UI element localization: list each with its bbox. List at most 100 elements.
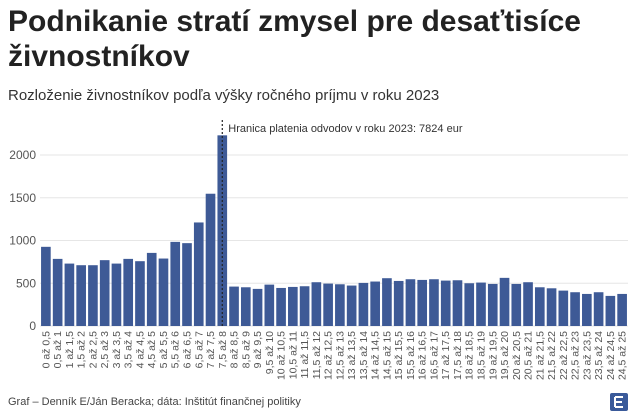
x-tick-label: 12 až 12,5 <box>323 331 335 380</box>
bar <box>288 286 298 326</box>
x-tick-label: 20 až 20,5 <box>511 331 523 380</box>
bar <box>276 287 286 326</box>
bar <box>123 258 134 326</box>
x-tick-label: 18,5 až 19 <box>476 331 488 380</box>
bar <box>382 278 392 326</box>
bar <box>99 260 110 326</box>
bar <box>111 263 122 326</box>
x-tick-label: 2 až 2,5 <box>87 331 99 369</box>
y-tick-label: 0 <box>29 319 36 333</box>
x-tick-label: 21,5 až 22 <box>546 331 558 380</box>
x-tick-label: 16 až 16,5 <box>417 331 429 380</box>
x-tick-label: 13,5 až 14 <box>358 331 370 380</box>
bar <box>582 293 592 326</box>
bar <box>346 285 357 326</box>
y-tick-label: 500 <box>16 276 36 290</box>
bar <box>487 283 498 326</box>
bar <box>41 246 51 326</box>
x-tick-label: 20,5 až 21 <box>523 331 535 380</box>
threshold-annotation: Hranica platenia odvodov v roku 2023: 78… <box>228 123 463 135</box>
bar <box>534 287 545 326</box>
bar <box>546 288 557 326</box>
bar <box>335 284 345 326</box>
x-tick-label: 7 až 7,5 <box>205 331 217 369</box>
bar <box>146 252 157 326</box>
bar <box>405 279 416 326</box>
bar <box>452 280 463 326</box>
x-tick-label: 17,5 až 18 <box>452 331 464 380</box>
chart-title: Podnikanie stratí zmysel pre desaťtisíce… <box>8 5 581 73</box>
x-tick-label: 4,5 až 5 <box>146 331 158 369</box>
x-tick-label: 15,5 až 16 <box>405 331 417 380</box>
x-tick-label: 11 až 11,5 <box>299 331 311 379</box>
x-tick-label: 17 až 17,5 <box>440 331 452 380</box>
x-tick-label: 7,5 až 8 <box>217 331 229 369</box>
bar <box>499 277 510 326</box>
source-footer: Graf – Denník E/Ján Beracka; dáta: Inšti… <box>8 396 301 408</box>
x-tick-label: 10,5 až 11 <box>287 331 299 379</box>
bar <box>570 292 580 326</box>
bar <box>429 279 439 326</box>
bar <box>417 279 428 326</box>
x-tick-label: 13 až 13,5 <box>346 331 358 380</box>
bar <box>464 283 475 326</box>
chart-subtitle: Rozloženie živnostníkov podľa výšky ročn… <box>8 87 440 104</box>
x-tick-label: 24 až 24,5 <box>605 331 617 380</box>
x-tick-label: 18 až 18,5 <box>464 331 476 380</box>
x-tick-label: 1,5 až 2 <box>76 331 88 369</box>
bar <box>135 261 145 326</box>
x-tick-label: 23,5 až 24 <box>593 331 605 380</box>
x-tick-label: 24,5 až 25 <box>617 331 629 380</box>
bar <box>523 282 533 326</box>
bar <box>229 286 239 326</box>
x-tick-label: 8 až 8,5 <box>229 331 241 369</box>
y-tick-label: 1500 <box>9 191 36 205</box>
x-tick-label: 2,5 až 3 <box>99 331 111 369</box>
y-tick-label: 2000 <box>9 148 36 162</box>
x-tick-label: 10 až 10,5 <box>276 331 288 380</box>
x-tick-label: 5 až 5,5 <box>158 331 170 369</box>
bar <box>64 263 75 326</box>
x-tick-label: 4 až 4,5 <box>134 331 146 369</box>
bar <box>440 280 451 326</box>
bar <box>193 222 204 326</box>
bar <box>182 243 192 326</box>
x-tick-label: 19,5 až 20 <box>499 331 511 380</box>
bar <box>76 265 86 326</box>
bar <box>52 258 63 326</box>
bar <box>88 265 98 326</box>
bar <box>205 193 216 326</box>
x-tick-label: 0,5 až 1 <box>52 331 64 369</box>
x-tick-label: 1 až 1,5 <box>64 331 76 369</box>
bar <box>158 258 169 326</box>
bar <box>323 283 333 326</box>
x-tick-label: 16,5 až 17 <box>428 331 440 380</box>
x-tick-label: 14 až 14,5 <box>370 331 382 380</box>
x-tick-label: 0 až 0,5 <box>40 331 52 369</box>
bar <box>170 241 181 326</box>
x-tick-label: 9 až 9,5 <box>252 331 264 369</box>
bar <box>393 280 404 326</box>
bar <box>358 282 369 326</box>
x-tick-label: 6,5 až 7 <box>193 331 205 369</box>
x-tick-label: 22 až 22,5 <box>558 331 570 380</box>
x-tick-label: 15 až 15,5 <box>393 331 405 380</box>
x-tick-label: 11,5 až 12 <box>311 331 323 379</box>
denník-e-logo-icon <box>610 393 628 411</box>
x-tick-label: 6 až 6,5 <box>182 331 194 369</box>
bar <box>511 283 522 326</box>
bar <box>476 282 486 326</box>
x-tick-label: 14,5 až 15 <box>381 331 393 380</box>
bar <box>240 287 251 326</box>
x-tick-label: 5,5 až 6 <box>170 331 182 369</box>
bar <box>617 293 627 326</box>
x-tick-label: 3 až 3,5 <box>111 331 123 369</box>
bar <box>370 281 380 326</box>
bar <box>558 290 569 326</box>
bar <box>593 292 604 326</box>
x-tick-label: 12,5 až 13 <box>334 331 346 380</box>
bar <box>311 282 322 326</box>
bar <box>217 135 228 326</box>
y-tick-label: 1000 <box>9 234 36 248</box>
